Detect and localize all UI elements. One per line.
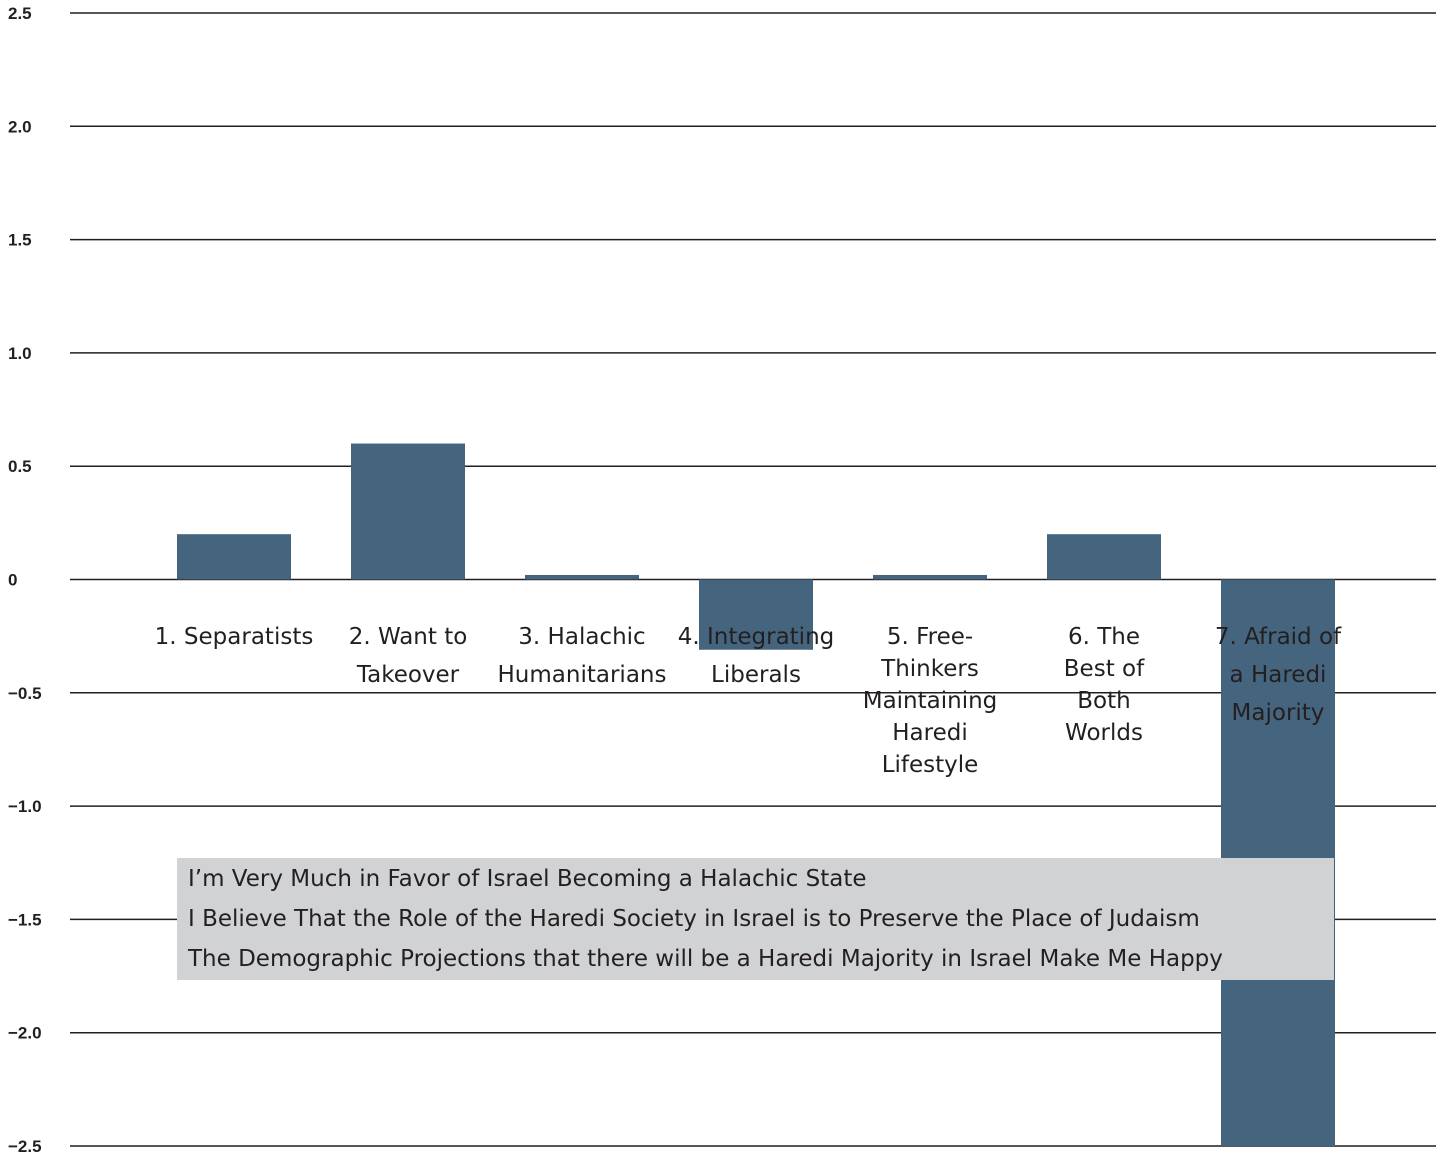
y-tick-label: −2.0 bbox=[8, 1024, 42, 1043]
x-category-label: 2. Want to Takeover bbox=[349, 624, 468, 688]
x-category-label: 5. Free-Thinkers Maintaining Haredi Lifesty… bbox=[863, 624, 998, 778]
x-category-label: 3. Halachic Humanitarians bbox=[498, 624, 667, 688]
x-category-label: 4. Integrating Liberals bbox=[678, 624, 835, 688]
bar bbox=[177, 534, 291, 580]
bars bbox=[177, 443, 1335, 1146]
bar bbox=[1047, 534, 1161, 580]
legend-entry: I’m Very Much in Favor of Israel Becomin… bbox=[188, 866, 867, 892]
y-axis-tick-labels: 2.5 2.0 1.5 1.0 0.5 0 −0.5 −1.0 −1.5 −2.0 −2.5 bbox=[8, 4, 42, 1156]
bar bbox=[525, 574, 639, 580]
y-tick-label: −2.5 bbox=[8, 1137, 42, 1156]
x-category-label: 7. Afraid of a Haredi Majority bbox=[1215, 624, 1342, 726]
legend-entry: I Believe That the Role of the Haredi So… bbox=[188, 906, 1200, 932]
legend-entry: The Demographic Projections that there w… bbox=[188, 946, 1223, 972]
y-tick-label: 0 bbox=[8, 571, 17, 590]
bar bbox=[873, 574, 987, 580]
category-labels: 1. Separatists 2. Want to Takeover 3. Halac… bbox=[155, 624, 1342, 778]
y-tick-label: 2.0 bbox=[8, 117, 32, 136]
y-tick-label: 0.5 bbox=[8, 457, 32, 476]
bar bbox=[699, 579, 813, 650]
legend: I’m Very Much in Favor of Israel Becomin… bbox=[177, 858, 1334, 980]
x-category-label: 1. Separatists bbox=[155, 624, 314, 650]
y-tick-label: −1.5 bbox=[8, 910, 42, 929]
bar bbox=[351, 443, 465, 580]
y-tick-label: −1.0 bbox=[8, 797, 42, 816]
y-tick-label: 2.5 bbox=[8, 4, 32, 23]
x-category-label: 6. The Best of Both Worlds bbox=[1064, 624, 1145, 746]
y-tick-label: 1.0 bbox=[8, 344, 32, 363]
y-tick-label: −0.5 bbox=[8, 684, 42, 703]
y-tick-label: 1.5 bbox=[8, 231, 32, 250]
